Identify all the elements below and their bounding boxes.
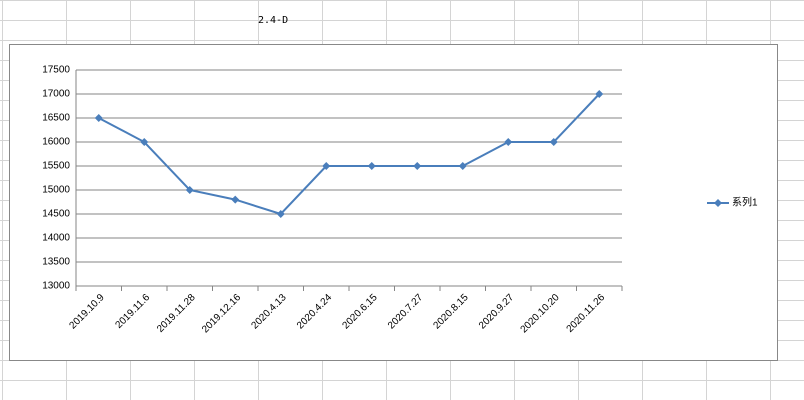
y-tick-label: 13500: [42, 257, 70, 268]
point-marker: [276, 210, 285, 218]
y-tick-label: 17000: [42, 89, 70, 100]
chart-area: [9, 44, 778, 361]
point-marker: [595, 90, 604, 98]
y-tick-label: 13000: [42, 281, 70, 292]
point-marker: [549, 138, 558, 146]
point-marker: [94, 114, 103, 122]
point-marker: [140, 138, 149, 146]
y-tick-label: 16500: [42, 113, 70, 124]
series-line: [98, 93, 600, 216]
point-marker: [504, 138, 513, 146]
point-marker: [185, 186, 194, 194]
y-tick-label: 14500: [42, 209, 70, 220]
y-tick-label: 16000: [42, 137, 70, 148]
point-marker: [231, 195, 240, 204]
y-tick-label: 14000: [42, 233, 70, 244]
y-tick-label: 15500: [42, 161, 70, 172]
y-tick-label: 15000: [42, 185, 70, 196]
legend-marker: [714, 199, 722, 207]
point-marker: [322, 162, 331, 170]
legend-label: 系列1: [732, 196, 758, 209]
point-marker: [413, 162, 422, 170]
point-marker: [367, 162, 376, 170]
cell-text: 2.4-D: [258, 15, 288, 26]
point-marker: [458, 162, 467, 170]
y-tick-label: 17500: [42, 65, 70, 76]
